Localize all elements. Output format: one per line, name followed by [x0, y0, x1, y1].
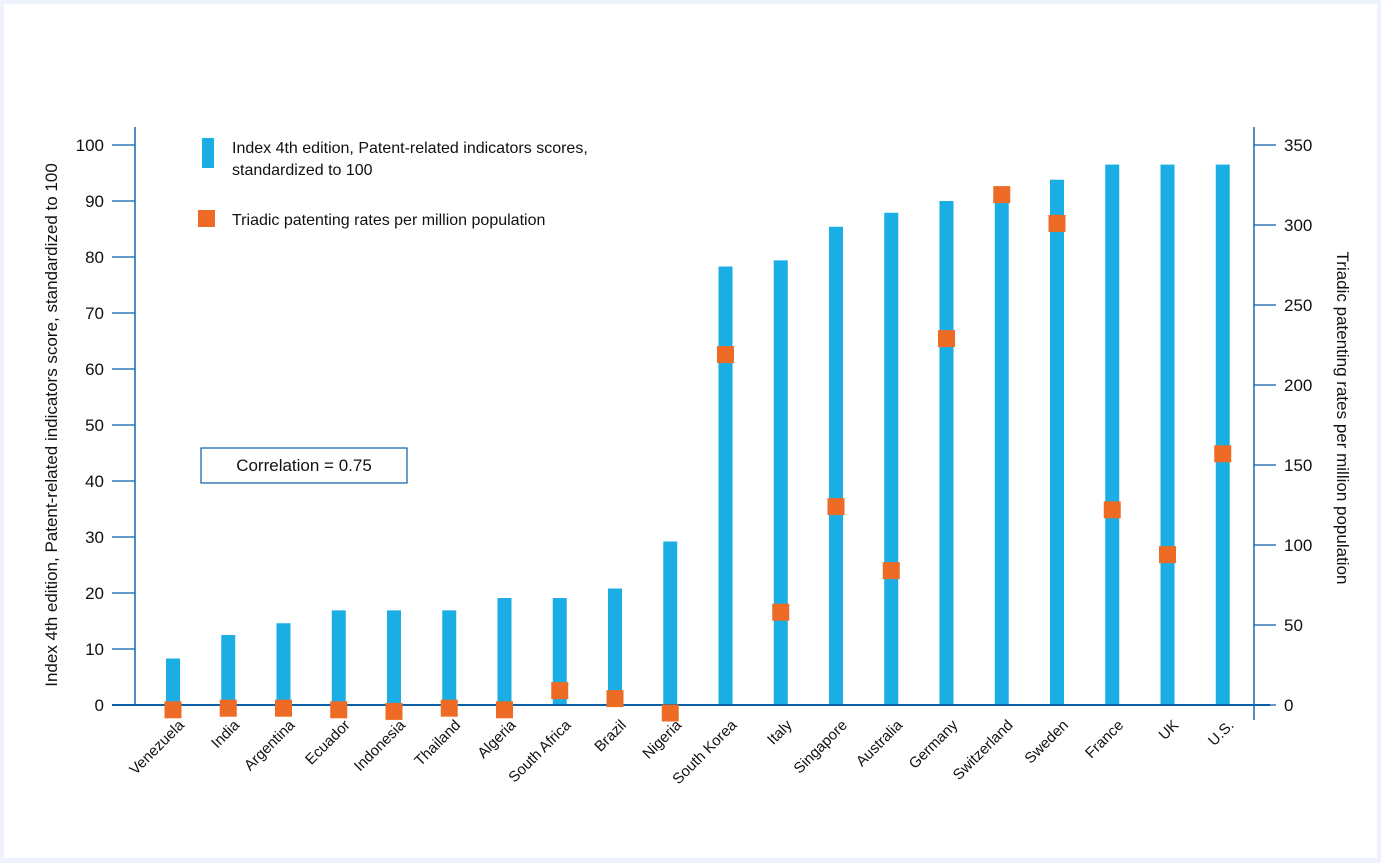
- marker: [164, 701, 182, 719]
- x-tick-label: Brazil: [591, 717, 630, 756]
- y-tick-label: 50: [85, 416, 104, 435]
- x-tick-label: Thailand: [411, 717, 464, 770]
- legend-label-bar-line2: standardized to 100: [232, 162, 373, 179]
- marker: [1103, 501, 1121, 519]
- x-tick-label: U.S.: [1205, 717, 1238, 750]
- x-tick-label: Switzerland: [950, 717, 1017, 784]
- marker: [275, 699, 292, 717]
- bar: [663, 541, 678, 705]
- y-tick-label: 70: [85, 304, 104, 323]
- y2-tick-label: 100: [1284, 536, 1312, 555]
- axes-layer: [112, 127, 1276, 720]
- bar: [497, 598, 512, 705]
- x-tick-label: Italy: [764, 716, 796, 748]
- x-tick-label: Australia: [853, 716, 907, 770]
- x-tick-label: Indonesia: [351, 716, 409, 774]
- bar: [331, 610, 346, 705]
- x-tick-label: India: [208, 716, 243, 751]
- bars-layer: [166, 164, 1230, 706]
- marker: [1159, 546, 1176, 564]
- marker: [993, 186, 1011, 204]
- marker: [1048, 214, 1066, 232]
- x-tick-label: France: [1082, 717, 1127, 762]
- bar: [718, 266, 733, 705]
- bar: [387, 610, 401, 705]
- correlation-label: Correlation = 0.75: [236, 456, 372, 475]
- bar: [939, 201, 954, 705]
- correlation-box-border: [200, 447, 408, 484]
- bar: [1215, 164, 1230, 706]
- y2-tick-label: 350: [1284, 136, 1312, 155]
- marker: [772, 603, 790, 621]
- y2-tick-label: 300: [1284, 216, 1312, 235]
- y-axis-title: Index 4th edition, Patent-related indica…: [42, 163, 61, 687]
- y-tick-label: 100: [76, 136, 104, 155]
- x-tick-label: Singapore: [790, 717, 850, 777]
- marker: [717, 346, 734, 364]
- y-tick-label: 20: [85, 584, 104, 603]
- marker: [551, 682, 569, 700]
- x-tick-label: Argentina: [241, 716, 299, 774]
- bar: [1105, 164, 1120, 706]
- bar: [552, 598, 567, 705]
- y-tick-label: 80: [85, 248, 104, 267]
- y2-axis-title: Triadic patenting rates per million popu…: [1333, 252, 1352, 585]
- y2-tick-label: 200: [1284, 376, 1312, 395]
- chart-frame: 0 10 20 30 40 50 60 70 80 90 100 0 50 100 150 200 250 300…: [4, 4, 1377, 858]
- x-tick-label: Germany: [906, 716, 962, 772]
- bar: [442, 610, 457, 705]
- chart: 0 10 20 30 40 50 60 70 80 90 100 0 50 100 150 200 250 300…: [42, 127, 1352, 788]
- bar: [884, 212, 899, 705]
- bar: [166, 658, 180, 705]
- bar: [773, 260, 788, 705]
- x-tick-label: Venezuela: [126, 716, 188, 778]
- y-tick-label: 40: [85, 472, 104, 491]
- x-tick-label: Sweden: [1021, 717, 1071, 767]
- marker: [827, 498, 845, 516]
- marker: [938, 330, 955, 348]
- bar: [608, 588, 622, 705]
- markers-layer: [164, 186, 1232, 722]
- y-tick-label: 90: [85, 192, 104, 211]
- marker: [882, 562, 900, 580]
- marker: [440, 699, 458, 717]
- y2-tick-label: 0: [1284, 696, 1293, 715]
- y-tick-label: 30: [85, 528, 104, 547]
- correlation-box: Correlation = 0.75: [200, 447, 408, 484]
- marker: [330, 701, 348, 719]
- x-tick-label: Ecuador: [302, 717, 354, 769]
- marker: [661, 704, 679, 722]
- legend-swatch-bar: [202, 138, 214, 168]
- legend: Index 4th edition, Patent-related indica…: [198, 138, 588, 229]
- marker: [606, 690, 624, 708]
- y2-tick-label: 50: [1284, 616, 1303, 635]
- bar: [1050, 179, 1064, 706]
- bar: [1160, 164, 1175, 706]
- y-tick-label: 60: [85, 360, 104, 379]
- x-tick-label: UK: [1156, 717, 1183, 744]
- x-tick-label: Algeria: [474, 716, 520, 762]
- marker: [219, 699, 237, 717]
- bar: [276, 623, 291, 705]
- bar: [221, 635, 236, 705]
- y-tick-label: 10: [85, 640, 104, 659]
- y2-tick-label: 250: [1284, 296, 1312, 315]
- marker: [1214, 445, 1232, 463]
- x-tick-label: Nigeria: [639, 716, 685, 762]
- legend-swatch-marker: [198, 210, 215, 227]
- legend-label-marker: Triadic patenting rates per million popu…: [232, 212, 545, 229]
- y-tick-label: 0: [95, 696, 104, 715]
- marker: [496, 701, 513, 719]
- bar: [994, 190, 1009, 706]
- bar: [829, 226, 843, 705]
- marker: [385, 702, 403, 720]
- y2-tick-label: 150: [1284, 456, 1312, 475]
- legend-label-bar: Index 4th edition, Patent-related indica…: [232, 140, 588, 157]
